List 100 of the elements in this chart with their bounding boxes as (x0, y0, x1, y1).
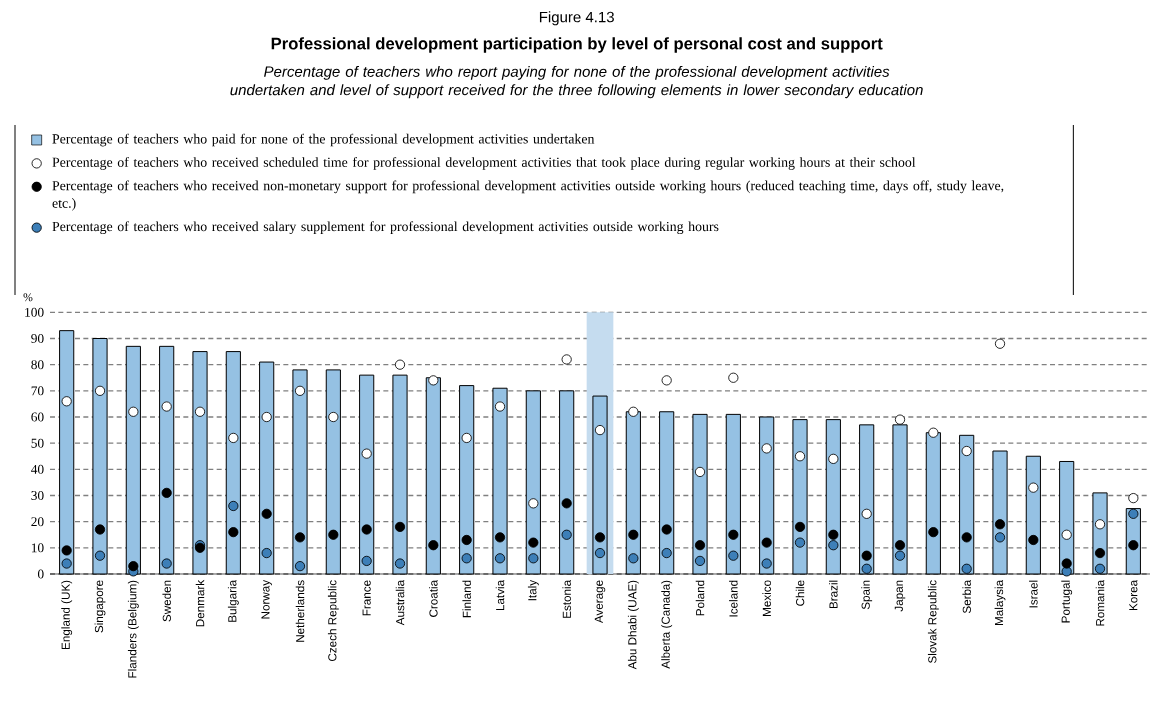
point (928, 427, 939, 438)
y-tick-label: 80 (31, 360, 44, 370)
x-tick-label: Chile (795, 580, 805, 606)
point (761, 537, 772, 548)
point (428, 540, 439, 551)
point (128, 561, 139, 572)
x-tick-label: Latvia (495, 579, 505, 611)
y-tick-label: 70 (31, 386, 44, 396)
point (361, 555, 372, 566)
point (861, 508, 872, 519)
point (894, 540, 906, 551)
x-tick-label: Denmark (195, 579, 205, 627)
point (1128, 493, 1139, 504)
point (294, 385, 306, 396)
x-tick-label: Norway (261, 579, 272, 619)
point (661, 524, 672, 535)
point (1061, 558, 1072, 569)
point (228, 432, 239, 444)
x-tick-label: Italy (527, 579, 539, 601)
x-tick-label: Bulgaria (227, 579, 239, 622)
y-tick-label: 20 (31, 517, 44, 527)
point (861, 550, 872, 561)
point (261, 508, 272, 519)
legend-label: Percentage of teachers who received scheduled time for professional development activities that took place during regular working hours at their school (52, 157, 916, 170)
point (1061, 529, 1072, 540)
point (228, 500, 239, 512)
point (94, 524, 106, 535)
point (294, 532, 306, 543)
point (561, 498, 572, 509)
y-tick-label: 30 (31, 491, 44, 500)
point (728, 550, 739, 561)
point (161, 558, 172, 569)
x-tick-label: Brazil (829, 580, 838, 609)
point (828, 540, 839, 551)
point (161, 487, 172, 498)
point (1094, 547, 1106, 559)
point (961, 532, 972, 543)
x-tick-label: Czech Republic (327, 580, 339, 661)
point (361, 448, 372, 459)
x-tick-label: Australia (395, 579, 405, 626)
legend-label: Percentage of teachers who paid for none of the professional development activities undertaken (52, 133, 595, 147)
point (1094, 519, 1106, 530)
point (661, 547, 672, 559)
x-tick-label: Average (594, 580, 606, 624)
x-tick-label: Mexico (762, 580, 771, 616)
point (894, 414, 906, 425)
point (928, 527, 939, 538)
point (128, 406, 139, 417)
y-axis-title: % (23, 293, 33, 302)
x-tick-label: Serbia (962, 579, 971, 614)
y-tick-label: 0 (37, 569, 44, 579)
point (394, 359, 406, 370)
point (361, 524, 372, 535)
point (461, 553, 472, 564)
point (94, 550, 106, 561)
x-tick-label: Portugal (1061, 580, 1073, 623)
y-tick-label: 40 (31, 464, 44, 474)
text: Percentage of teachers who report paying for none of the professional development activities undertaken and level of support received for the three following elements in lower secondary education (230, 65, 923, 99)
legend-label: Percentage of teachers who received non-monetary support for professional development activities outside working hours (reduced teaching time, days off, study leave, etc.) (52, 180, 1004, 211)
legend-label: Percentage of teachers who received salary supplement for professional development activities outside working hours (52, 221, 719, 235)
point (394, 558, 406, 569)
x-tick-label: Finland (462, 580, 471, 618)
x-tick-label: Korea (1129, 579, 1138, 611)
point (861, 563, 872, 574)
x-tick-label: England (UK) (61, 580, 73, 649)
point (1028, 534, 1039, 546)
point (294, 561, 306, 572)
point (728, 529, 739, 540)
x-tick-label: Israel (1029, 580, 1038, 608)
x-tick-label: France (362, 580, 371, 616)
x-tick-label: Iceland (729, 580, 738, 617)
point (961, 445, 972, 457)
x-tick-label: Malaysia (994, 579, 1006, 625)
x-tick-label: Romania (1095, 579, 1105, 626)
point (261, 547, 272, 559)
point (828, 529, 839, 540)
point (528, 498, 539, 509)
y-tick-label: 50 (31, 438, 44, 448)
chart-subtitle: Professional development participation by level of personal cost and support (271, 37, 883, 53)
point (261, 411, 272, 423)
point (628, 406, 639, 417)
point (61, 396, 72, 407)
point (528, 553, 539, 564)
point (461, 534, 472, 546)
y-tick-label: 100 (25, 307, 44, 317)
point (228, 527, 239, 538)
point (1094, 563, 1106, 574)
x-tick-label: Spain (861, 580, 873, 610)
x-tick-label: Flanders (Belgium) (127, 580, 139, 678)
point (628, 529, 639, 540)
point (528, 537, 539, 548)
y-tick-label: 60 (31, 412, 44, 422)
point (561, 529, 572, 540)
point (461, 432, 472, 444)
x-tick-label: Abu Dhabi (UAE) (627, 580, 639, 670)
y-tick-label: 10 (31, 543, 44, 553)
point (761, 443, 772, 454)
x-tick-label: Estonia (562, 579, 571, 618)
point (828, 453, 839, 464)
x-tick-label: Netherlands (295, 580, 305, 642)
